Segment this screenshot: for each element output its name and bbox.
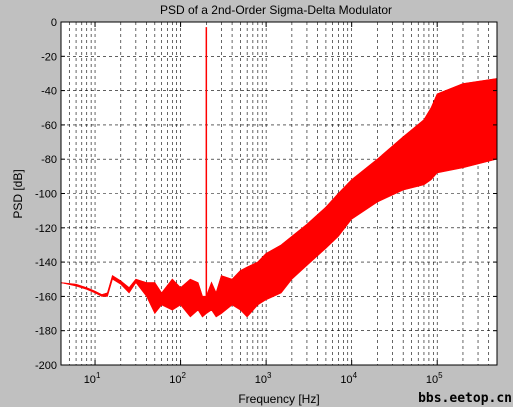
y-tick-label: -100 <box>35 189 57 201</box>
y-tick-label: -60 <box>41 120 57 132</box>
y-tick-label: -40 <box>41 86 57 98</box>
y-tick-label: -160 <box>35 291 57 303</box>
y-tick-label: 0 <box>51 17 57 29</box>
y-tick-label: -80 <box>41 154 57 166</box>
x-axis: 101 102 103 104 105 <box>84 22 443 386</box>
x-tick-label: 103 <box>255 371 272 386</box>
grid-lines <box>61 22 497 365</box>
y-tick-label: -180 <box>35 326 57 338</box>
x-tick-label: 102 <box>169 371 186 386</box>
x-tick-label: 104 <box>340 371 357 386</box>
psd-series-line <box>60 78 498 297</box>
x-tick-label: 105 <box>426 371 443 386</box>
y-tick-label: -120 <box>35 223 57 235</box>
y-axis: 0 -20 -40 -60 -80 -100 -120 -140 -160 -180 -200 <box>35 17 497 372</box>
y-tick-label: -20 <box>41 51 57 63</box>
x-axis-title: Frequency [Hz] <box>238 392 319 406</box>
y-axis-title: PSD [dB] <box>11 169 25 218</box>
watermark-text: bbs.eetop.cn <box>418 391 512 406</box>
chart-title: PSD of a 2nd-Order Sigma-Delta Modulator <box>160 3 392 17</box>
y-tick-label: -200 <box>35 360 57 372</box>
y-tick-label: -140 <box>35 257 57 269</box>
x-tick-label: 101 <box>84 371 101 386</box>
